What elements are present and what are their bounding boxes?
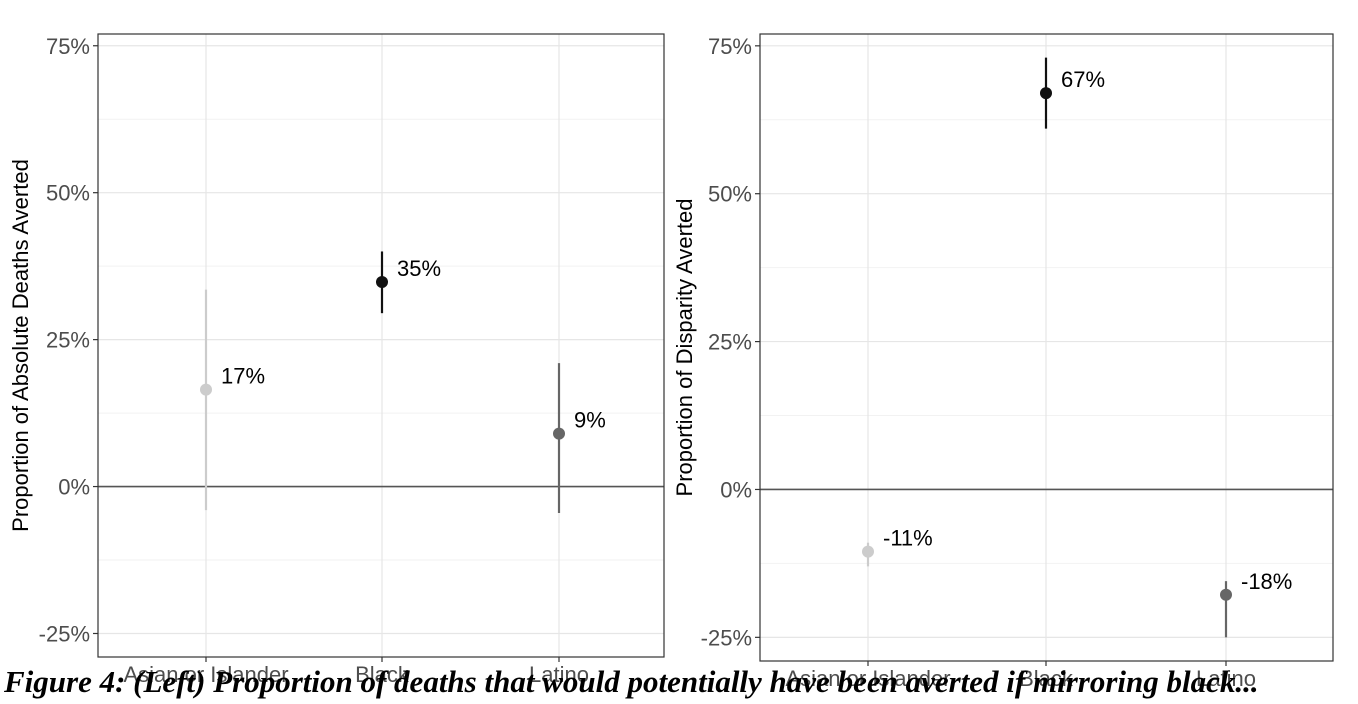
left-panel: -25% 0% 25% 50% 75% Asian or Islander Black Lat… bbox=[8, 33, 665, 687]
y-tick-label: -25% bbox=[39, 621, 90, 646]
data-label: 17% bbox=[221, 364, 265, 389]
x-tick-label: Black bbox=[355, 662, 410, 687]
data-label: 67% bbox=[1061, 67, 1105, 92]
data-label: -11% bbox=[883, 526, 933, 551]
y-tick-label: 0% bbox=[58, 475, 90, 500]
x-tick-label: Latino bbox=[1196, 666, 1256, 691]
x-tick-label: Latino bbox=[529, 662, 589, 687]
y-tick-label: 25% bbox=[46, 328, 90, 353]
panel-border bbox=[97, 33, 665, 658]
y-tick-label: 50% bbox=[46, 181, 90, 206]
data-label: -18% bbox=[1241, 569, 1292, 594]
right-panel: -25% 0% 25% 50% 75% Asian or Islander Black Lat… bbox=[672, 33, 1334, 691]
plot-background bbox=[98, 34, 664, 657]
x-tick-label: Asian or Islander bbox=[785, 666, 950, 691]
x-tick-label: Asian or Islander bbox=[123, 662, 288, 687]
data-point bbox=[553, 427, 565, 440]
data-point bbox=[862, 545, 874, 558]
y-axis-title: Proportion of Disparity Averted bbox=[672, 199, 697, 497]
data-label: 35% bbox=[397, 256, 441, 281]
panel-border bbox=[759, 33, 1334, 662]
data-point bbox=[1220, 588, 1232, 601]
x-tick-label: Black bbox=[1019, 666, 1074, 691]
y-tick-label: 25% bbox=[708, 330, 752, 355]
y-tick-label: 75% bbox=[708, 34, 752, 59]
y-tick-label: -25% bbox=[701, 625, 752, 650]
figure-caption: Figure 4: (Left) Proportion of deaths th… bbox=[4, 664, 1259, 699]
data-point bbox=[376, 276, 388, 289]
y-tick-label: 0% bbox=[720, 477, 752, 502]
y-axis-title: Proportion of Absolute Deaths Averted bbox=[8, 159, 33, 532]
data-point bbox=[1040, 87, 1052, 100]
data-point bbox=[200, 383, 212, 396]
data-label: 9% bbox=[574, 408, 606, 433]
y-tick-label: 75% bbox=[46, 34, 90, 59]
y-tick-label: 50% bbox=[708, 182, 752, 207]
